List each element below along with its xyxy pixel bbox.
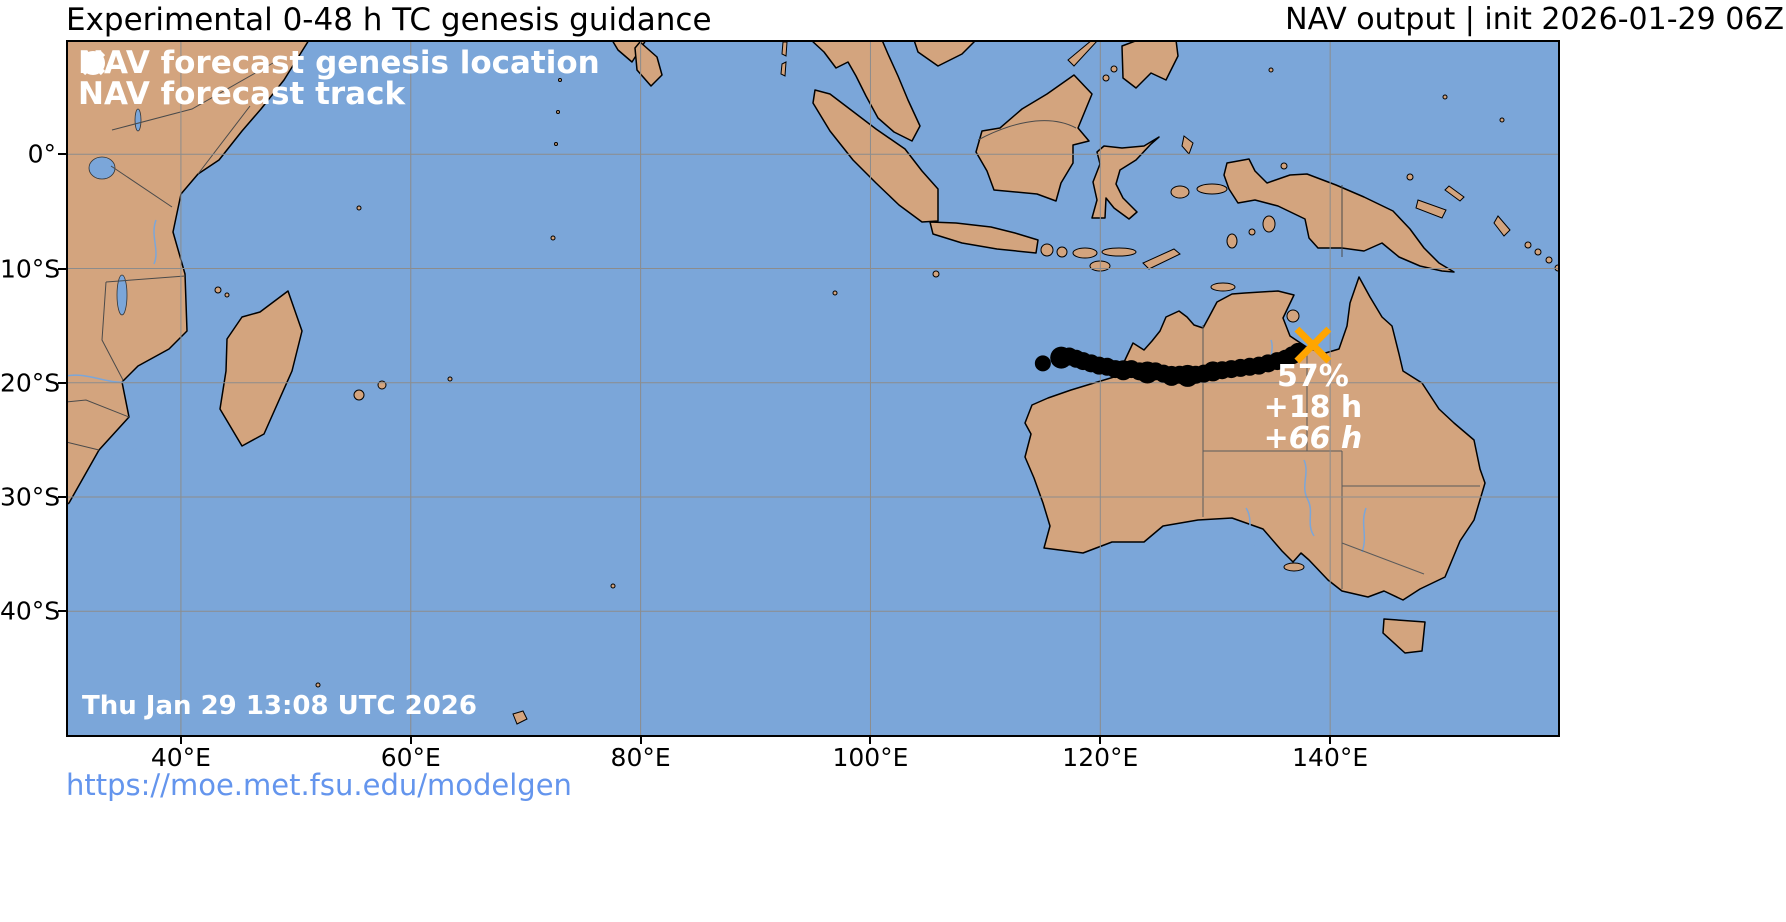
graticule-gridlines xyxy=(66,40,1560,737)
valid-timestamp: Thu Jan 29 13:08 UTC 2026 xyxy=(82,691,477,721)
island-new-ireland xyxy=(1444,185,1465,202)
island-madagascar xyxy=(219,290,303,447)
x-tick-mark xyxy=(639,737,642,744)
landmass-africa xyxy=(66,40,310,506)
forecast-annotation: +66 h xyxy=(1263,421,1363,457)
island-timor xyxy=(1142,248,1181,270)
y-tick-mark xyxy=(58,153,66,156)
y-tick-mark xyxy=(58,381,66,384)
island-sri-lanka xyxy=(634,41,663,87)
y-tick-mark xyxy=(58,610,66,613)
landmasses xyxy=(66,40,1560,725)
genesis-x-marker xyxy=(1294,326,1332,364)
forecast-annotation: 57% xyxy=(1277,359,1349,395)
island-palawan xyxy=(1067,40,1099,67)
map-plot: NAV forecast genesis location NAV foreca… xyxy=(66,40,1560,737)
x-tick-mark xyxy=(179,737,182,744)
model-init-label: NAV output | init 2026-01-29 06Z xyxy=(1285,2,1784,37)
island-tasmania xyxy=(1382,618,1426,654)
x-tick-label: 120°E xyxy=(1062,743,1139,772)
y-tick-label: 20°S xyxy=(0,368,61,398)
landmass-indochina-tip xyxy=(913,40,977,67)
forecast-annotation: +18 h xyxy=(1263,390,1363,426)
map-frame xyxy=(66,40,1560,737)
forecast-track-dots xyxy=(1034,342,1307,387)
island-halmahera xyxy=(1181,135,1194,155)
lake-malawi xyxy=(116,274,128,316)
genesis-x-stroke xyxy=(1294,326,1332,364)
lake-victoria xyxy=(88,156,116,180)
lake-turkana xyxy=(134,108,142,132)
genesis-annotations: 57% +18 h +66 h xyxy=(1228,361,1398,454)
landmass-australia xyxy=(1024,276,1486,601)
island-new-britain xyxy=(1415,199,1447,219)
island-sumatra xyxy=(812,89,939,223)
island-java xyxy=(929,221,1039,254)
y-tick-mark xyxy=(58,496,66,499)
y-tick-label: 40°S xyxy=(0,596,61,626)
y-tick-mark xyxy=(58,267,66,270)
x-tick-mark xyxy=(1099,737,1102,744)
page-title: Experimental 0-48 h TC genesis guidance xyxy=(66,2,712,38)
landmass-malay-peninsula xyxy=(810,40,921,142)
x-tick-label: 80°E xyxy=(610,743,671,772)
y-tick-label: 10°S xyxy=(0,254,61,284)
legend-genesis-label: NAV forecast genesis location xyxy=(78,45,600,81)
x-tick-label: 40°E xyxy=(150,743,211,772)
island-borneo xyxy=(975,74,1093,202)
island-bougainville xyxy=(1493,215,1511,237)
x-tick-mark xyxy=(409,737,412,744)
track-dot-icon xyxy=(81,51,105,75)
y-tick-label: 30°S xyxy=(0,482,61,512)
island-mindanao xyxy=(1121,40,1179,89)
legend-row-genesis: NAV forecast genesis location xyxy=(78,48,600,79)
island-kerguelen xyxy=(512,710,528,725)
legend-track-label: NAV forecast track xyxy=(78,76,406,112)
political-borders xyxy=(66,62,1480,589)
map-legend: NAV forecast genesis location NAV foreca… xyxy=(78,48,600,110)
track-dot xyxy=(1034,355,1051,372)
x-tick-mark xyxy=(869,737,872,744)
island-sulawesi xyxy=(1091,136,1160,220)
source-url-link[interactable]: https://moe.met.fsu.edu/modelgen xyxy=(66,768,572,802)
y-tick-label: 0° xyxy=(27,139,56,169)
map-canvas xyxy=(66,40,1560,737)
island-new-guinea xyxy=(1223,158,1455,273)
x-tick-label: 140°E xyxy=(1292,743,1369,772)
small-islands xyxy=(214,41,1560,688)
x-tick-label: 60°E xyxy=(380,743,441,772)
legend-row-track: NAV forecast track xyxy=(78,51,600,112)
x-tick-mark xyxy=(1329,737,1332,744)
x-tick-label: 100°E xyxy=(832,743,909,772)
